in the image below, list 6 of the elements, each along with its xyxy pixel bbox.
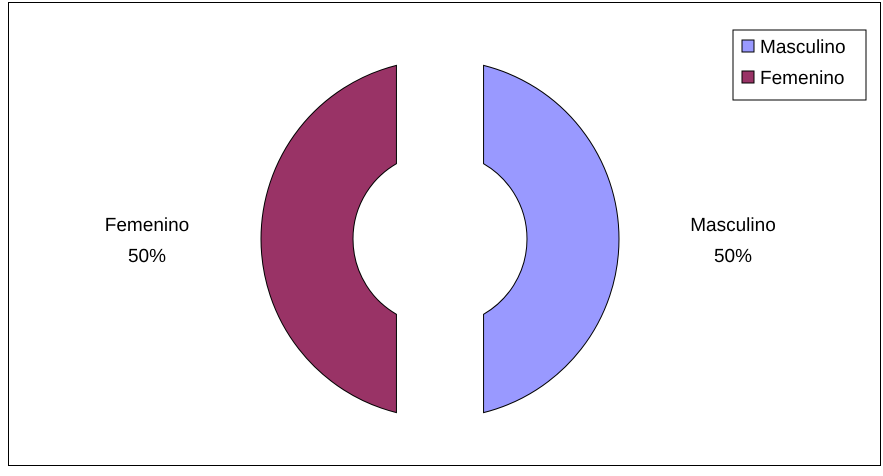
slice-label: Masculino [690,215,776,236]
data-label: 50% [128,246,166,267]
data-label: 50% [714,246,752,267]
legend-label: Femenino [760,68,844,89]
slice-label: Femenino [104,215,190,236]
legend-label: Masculino [760,37,846,58]
